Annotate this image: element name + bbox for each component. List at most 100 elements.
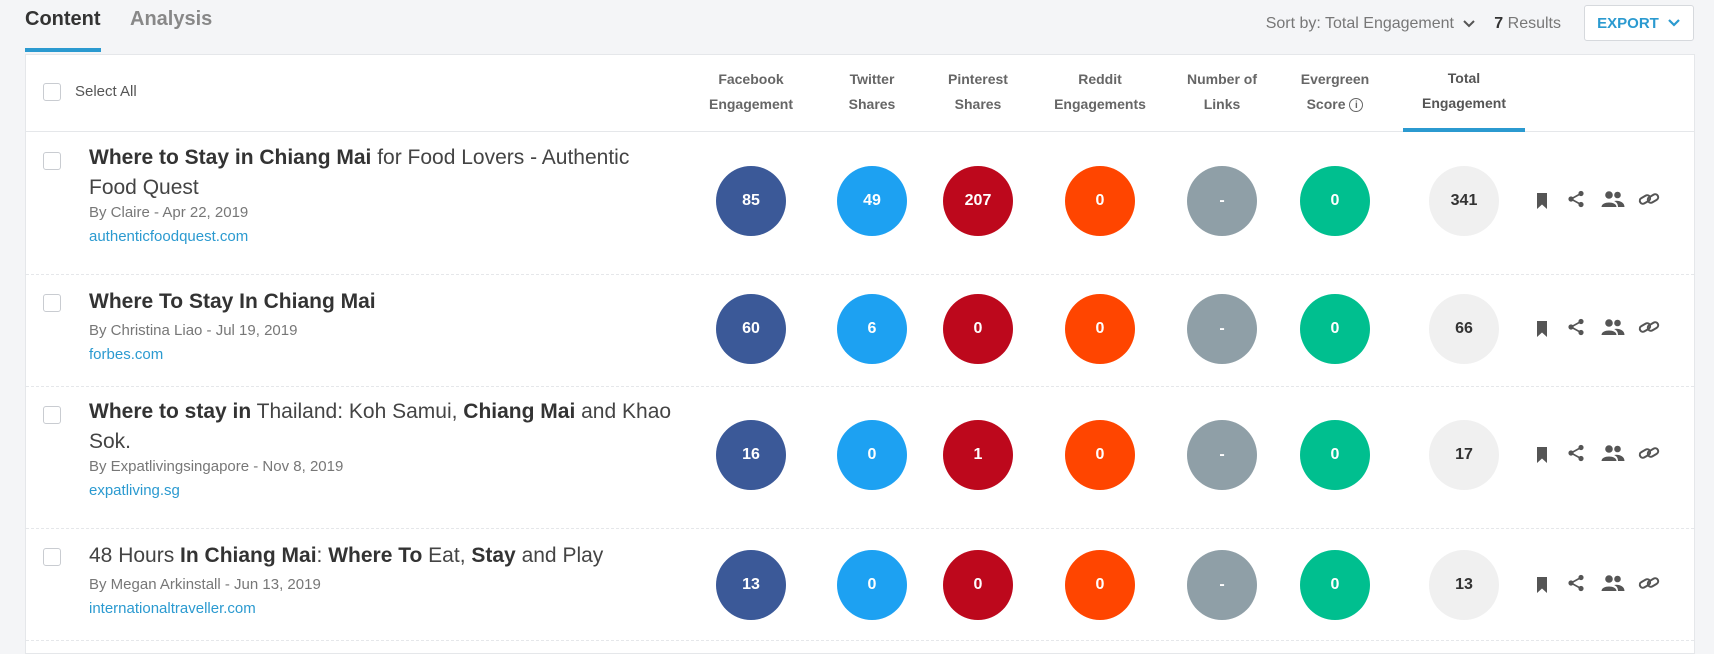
title-segment: Eat, [422, 544, 472, 567]
twitter-shares-badge: 6 [837, 294, 907, 364]
column-label: Engagements [1054, 96, 1146, 112]
title-segment: 48 Hours [89, 544, 181, 567]
column-label: Total [1447, 70, 1481, 86]
title-segment: Where To Stay In Chiang Mai [89, 290, 376, 313]
bookmark-icon[interactable] [1530, 443, 1554, 467]
article-title[interactable]: Where to Stay in Chiang Mai for Food Lov… [89, 143, 679, 203]
column-label: Pinterest [948, 71, 1008, 87]
facebook-engagement-badge: 16 [716, 420, 786, 490]
column-twitter-shares[interactable]: Twitter Shares [817, 67, 927, 117]
active-sort-indicator [1403, 128, 1525, 132]
twitter-shares-badge: 0 [837, 420, 907, 490]
tab-content[interactable]: Content [25, 8, 101, 30]
twitter-shares-badge: 49 [837, 166, 907, 236]
number-of-links-badge: - [1187, 294, 1257, 364]
link-icon[interactable] [1637, 187, 1661, 211]
link-icon[interactable] [1637, 315, 1661, 339]
info-icon[interactable]: i [1349, 98, 1364, 112]
column-label: Shares [954, 96, 1002, 112]
share-icon[interactable] [1564, 187, 1588, 211]
chevron-down-icon [1463, 20, 1475, 28]
tab-analysis[interactable]: Analysis [130, 8, 213, 30]
title-segment: Where to Stay in Chiang Mai [89, 146, 372, 169]
top-bar: Content Analysis Sort by: Total Engageme… [0, 0, 1714, 56]
article-domain[interactable]: internationaltraveller.com [89, 600, 256, 617]
evergreen-score-badge: 0 [1300, 294, 1370, 364]
reddit-engagements-badge: 0 [1065, 294, 1135, 364]
number-of-links-badge: - [1187, 420, 1257, 490]
table-row: Where to Stay in Chiang Mai for Food Lov… [26, 132, 1694, 275]
table-row: Where to stay in Thailand: Koh Samui, Ch… [26, 386, 1694, 529]
article-title[interactable]: 48 Hours In Chiang Mai: Where To Eat, St… [89, 541, 679, 571]
link-icon[interactable] [1637, 441, 1661, 465]
total-engagement-badge: 13 [1429, 550, 1499, 620]
article-byline: By Christina Liao - Jul 19, 2019 [89, 322, 298, 339]
bookmark-icon[interactable] [1530, 573, 1554, 597]
column-label: Reddit [1078, 71, 1122, 87]
select-all-checkbox[interactable] [43, 83, 61, 101]
facebook-engagement-badge: 60 [716, 294, 786, 364]
people-icon[interactable] [1601, 571, 1625, 595]
article-byline: By Expatlivingsingapore - Nov 8, 2019 [89, 458, 344, 475]
title-segment: Chiang Mai [463, 400, 576, 423]
sort-label: Sort by: Total Engagement [1265, 15, 1454, 32]
chevron-down-icon [1668, 19, 1680, 27]
column-total-engagement[interactable]: Total Engagement [1409, 66, 1519, 116]
total-engagement-badge: 17 [1429, 420, 1499, 490]
row-checkbox[interactable] [43, 152, 61, 170]
results-label: Results [1507, 15, 1561, 32]
evergreen-score-badge: 0 [1300, 166, 1370, 236]
sort-dropdown[interactable]: Sort by: Total Engagement [1266, 15, 1476, 33]
column-label: Links [1203, 96, 1241, 112]
article-domain[interactable]: expatliving.sg [89, 482, 180, 499]
table-header: Select All Facebook Engagement Twitter S… [26, 55, 1694, 132]
reddit-engagements-badge: 0 [1065, 420, 1135, 490]
bookmark-icon[interactable] [1530, 189, 1554, 213]
title-segment: Thailand: Koh Samui, [251, 400, 464, 423]
title-segment: : [316, 544, 329, 567]
number-of-links-badge: - [1187, 550, 1257, 620]
title-segment: Where to stay in [89, 400, 252, 423]
share-icon[interactable] [1564, 441, 1588, 465]
column-pinterest-shares[interactable]: Pinterest Shares [923, 67, 1033, 117]
total-engagement-badge: 341 [1429, 166, 1499, 236]
title-segment: Stay [471, 544, 516, 567]
row-checkbox[interactable] [43, 548, 61, 566]
export-label: EXPORT [1597, 14, 1659, 32]
article-domain[interactable]: authenticfoodquest.com [89, 228, 249, 245]
facebook-engagement-badge: 13 [716, 550, 786, 620]
column-label: Evergreen [1300, 71, 1370, 87]
evergreen-score-badge: 0 [1300, 420, 1370, 490]
article-byline: By Megan Arkinstall - Jun 13, 2019 [89, 576, 321, 593]
number-of-links-badge: - [1187, 166, 1257, 236]
column-label: Twitter [849, 71, 895, 87]
column-evergreen-score[interactable]: Evergreen Score i [1280, 67, 1390, 117]
table-row: Where To Stay In Chiang Mai By Christina… [26, 274, 1694, 387]
column-label: Engagement [708, 96, 793, 112]
column-reddit-engagements[interactable]: Reddit Engagements [1045, 67, 1155, 117]
reddit-engagements-badge: 0 [1065, 166, 1135, 236]
reddit-engagements-badge: 0 [1065, 550, 1135, 620]
export-button[interactable]: EXPORT [1584, 5, 1694, 41]
article-title[interactable]: Where to stay in Thailand: Koh Samui, Ch… [89, 397, 679, 457]
pinterest-shares-badge: 1 [943, 420, 1013, 490]
link-icon[interactable] [1637, 571, 1661, 595]
column-number-of-links[interactable]: Number of Links [1167, 67, 1277, 117]
pinterest-shares-badge: 207 [943, 166, 1013, 236]
table-row: 48 Hours In Chiang Mai: Where To Eat, St… [26, 528, 1694, 641]
evergreen-score-badge: 0 [1300, 550, 1370, 620]
share-icon[interactable] [1564, 315, 1588, 339]
row-checkbox[interactable] [43, 406, 61, 424]
column-facebook-engagement[interactable]: Facebook Engagement [696, 67, 806, 117]
article-title[interactable]: Where To Stay In Chiang Mai [89, 287, 679, 317]
title-segment: Where To [328, 544, 423, 567]
bookmark-icon[interactable] [1530, 317, 1554, 341]
row-checkbox[interactable] [43, 294, 61, 312]
twitter-shares-badge: 0 [837, 550, 907, 620]
people-icon[interactable] [1601, 187, 1625, 211]
people-icon[interactable] [1601, 441, 1625, 465]
active-tab-indicator [25, 48, 101, 52]
people-icon[interactable] [1601, 315, 1625, 339]
article-domain[interactable]: forbes.com [89, 346, 164, 363]
share-icon[interactable] [1564, 571, 1588, 595]
